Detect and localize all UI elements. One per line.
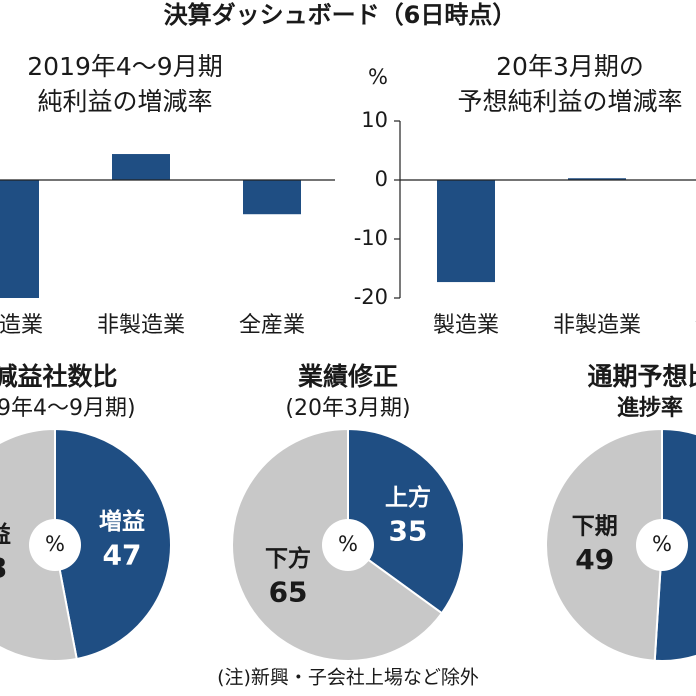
chart-subtitle: (20年3月期) — [285, 396, 410, 421]
x-tick-label: 非製造業 — [553, 313, 641, 338]
slice-name: 減益 — [0, 521, 11, 548]
pie-slice — [545, 427, 663, 662]
slice-value: 47 — [102, 539, 141, 572]
chart-title: 20年3月期の — [496, 52, 644, 81]
pie-center-label: % — [45, 532, 65, 556]
page-title: 決算ダッシュボード（6日時点） — [164, 1, 517, 29]
pie-center — [636, 519, 688, 571]
chart-title: 業績修正 — [298, 362, 398, 391]
bar — [112, 154, 170, 180]
bar — [568, 178, 626, 180]
pie-center — [322, 519, 374, 571]
chart-subtitle: 予想純利益の増減率 — [457, 87, 682, 116]
x-tick-label: 非製造業 — [97, 313, 185, 338]
pie-slice — [347, 427, 465, 615]
pie-center-label: % — [652, 532, 672, 556]
chart-title: 減益社数比 — [0, 362, 118, 391]
y-tick-label: 0 — [375, 167, 388, 191]
chart-subtitle: (19年4～9月期) — [0, 396, 136, 421]
footnote: (注)新興・子会社上場など除外 — [217, 667, 479, 689]
slice-value: 65 — [269, 576, 308, 609]
bar — [0, 180, 39, 298]
y-unit: % — [368, 65, 388, 89]
y-tick-label: -10 — [354, 226, 388, 250]
slice-name: 増益 — [99, 508, 145, 535]
x-tick-label: 全産業 — [239, 313, 305, 338]
bar — [243, 180, 301, 215]
slice-name: 下方 — [265, 545, 311, 572]
x-tick-label: 製造業 — [433, 313, 499, 338]
chart-title: 通期予想比 — [587, 362, 696, 391]
pie-slice — [54, 427, 172, 661]
slice-name: 下期 — [572, 513, 618, 539]
bar — [437, 180, 495, 283]
x-tick-label: 製造業 — [0, 313, 43, 338]
slice-name: 上方 — [385, 484, 431, 511]
slice-value: 49 — [575, 543, 614, 576]
y-tick-label: -20 — [354, 285, 388, 309]
pie-center — [29, 519, 81, 571]
y-tick-label: 10 — [361, 108, 388, 132]
chart-subtitle: 進捗率 — [617, 395, 683, 421]
pie-center-label: % — [338, 532, 358, 556]
chart-subtitle: 純利益の増減率 — [37, 87, 212, 116]
slice-value: 35 — [388, 514, 427, 547]
x-tick-label: 全産業 — [695, 313, 696, 338]
slice-value: 53 — [0, 551, 8, 584]
chart-title: 2019年4～9月期 — [27, 52, 222, 81]
